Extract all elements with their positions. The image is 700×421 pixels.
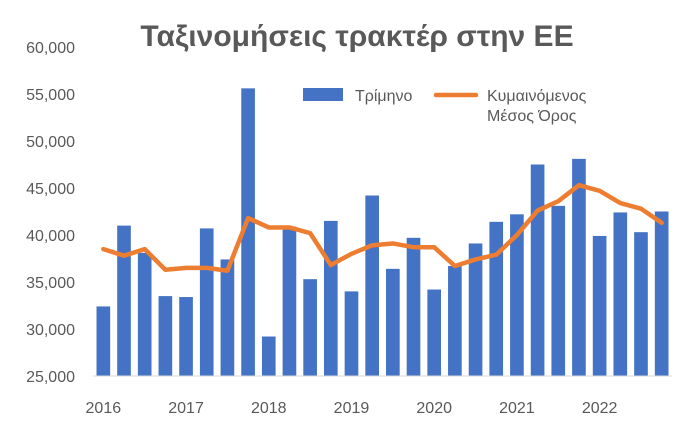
bar bbox=[530, 164, 545, 376]
bar bbox=[468, 243, 483, 376]
x-tick-label: 2022 bbox=[582, 400, 618, 417]
y-tick-label: 45,000 bbox=[26, 181, 75, 198]
bar bbox=[365, 195, 379, 376]
bar bbox=[96, 306, 111, 376]
bar bbox=[427, 289, 442, 376]
bar bbox=[386, 268, 400, 376]
bar bbox=[572, 158, 586, 376]
bar bbox=[551, 205, 566, 376]
x-tick-label: 2016 bbox=[86, 400, 122, 417]
bar bbox=[303, 279, 317, 376]
x-tick-label: 2019 bbox=[334, 400, 370, 417]
bar bbox=[117, 225, 131, 376]
x-tick-label: 2018 bbox=[251, 400, 287, 417]
legend-bar-swatch bbox=[303, 88, 343, 101]
bar bbox=[323, 220, 338, 376]
bar bbox=[261, 336, 276, 376]
bar bbox=[634, 232, 648, 376]
legend: Τρίμηνο Κυμαινόμενος Μέσος Όρος bbox=[303, 88, 587, 125]
y-tick-label: 60,000 bbox=[26, 40, 75, 57]
bar bbox=[282, 226, 297, 376]
bar bbox=[613, 212, 628, 376]
y-axis: 25,000 30,000 35,000 40,000 45,000 50,000 55,0… bbox=[26, 40, 75, 386]
bar bbox=[592, 235, 607, 376]
y-tick-label: 40,000 bbox=[26, 228, 75, 245]
bar bbox=[179, 297, 193, 376]
x-tick-label: 2017 bbox=[168, 400, 204, 417]
bar bbox=[199, 228, 214, 376]
bar bbox=[220, 259, 235, 376]
legend-label-bar: Τρίμηνο bbox=[355, 88, 413, 105]
line-series bbox=[101, 182, 664, 273]
x-tick-label: 2021 bbox=[499, 400, 535, 417]
bar bbox=[489, 221, 504, 376]
y-tick-label: 25,000 bbox=[26, 369, 75, 386]
bar bbox=[344, 291, 359, 376]
bar bbox=[158, 296, 173, 376]
moving-average-line bbox=[101, 182, 664, 273]
bar bbox=[654, 211, 669, 376]
bar bbox=[448, 266, 462, 376]
y-tick-label: 55,000 bbox=[26, 87, 75, 104]
bar bbox=[241, 88, 255, 377]
bar bbox=[137, 252, 152, 376]
x-tick-label: 2020 bbox=[416, 400, 452, 417]
legend-label-line-1: Κυμαινόμενος bbox=[487, 88, 587, 105]
x-axis: 2016 2017 2018 2019 2020 2021 2022 bbox=[86, 400, 618, 417]
y-tick-label: 30,000 bbox=[26, 322, 75, 339]
bar bbox=[406, 237, 421, 376]
legend-label-line-2: Μέσος Όρος bbox=[487, 108, 577, 125]
y-tick-label: 35,000 bbox=[26, 275, 75, 292]
chart-title: Ταξινομήσεις τρακτέρ στην ΕΕ bbox=[140, 20, 573, 53]
y-tick-label: 50,000 bbox=[26, 134, 75, 151]
bar bbox=[510, 214, 524, 376]
bar-series bbox=[96, 88, 669, 377]
